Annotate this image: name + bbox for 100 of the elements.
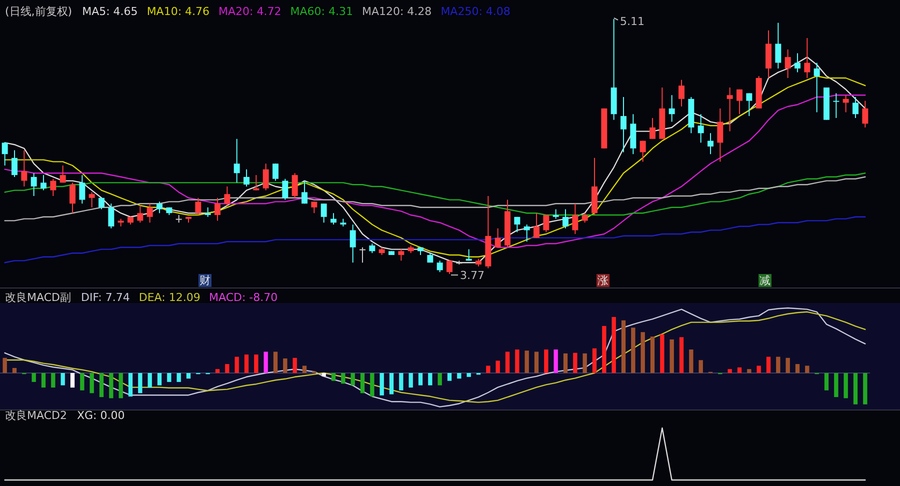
bar bbox=[60, 373, 65, 386]
bar bbox=[244, 354, 249, 373]
candlestick bbox=[30, 172, 37, 196]
candlestick bbox=[224, 186, 230, 206]
bar bbox=[273, 352, 278, 373]
candlestick bbox=[146, 203, 153, 224]
candlestick bbox=[814, 62, 820, 113]
candlestick bbox=[650, 117, 656, 140]
candlestick bbox=[50, 178, 56, 196]
candlestick bbox=[108, 203, 114, 229]
candlestick bbox=[360, 246, 366, 264]
bar bbox=[524, 350, 529, 373]
bar bbox=[466, 373, 471, 377]
bar bbox=[496, 360, 500, 373]
text: MA10: 4.76 bbox=[146, 5, 210, 18]
bar bbox=[41, 373, 46, 388]
candlestick bbox=[137, 204, 144, 224]
bar bbox=[176, 373, 181, 382]
text: MACD: -8.70 bbox=[209, 291, 278, 304]
bar bbox=[370, 373, 374, 397]
bar bbox=[341, 373, 346, 384]
candlestick bbox=[494, 228, 501, 248]
bar bbox=[234, 356, 239, 373]
candlestick bbox=[572, 203, 578, 235]
bar bbox=[844, 373, 848, 398]
candlestick bbox=[320, 203, 327, 224]
candlestick bbox=[292, 172, 298, 198]
annotation: 涨 bbox=[598, 274, 608, 288]
bar bbox=[602, 326, 606, 373]
candlestick bbox=[582, 212, 588, 224]
bar bbox=[90, 373, 94, 394]
candlestick bbox=[784, 48, 791, 78]
bar bbox=[215, 369, 220, 373]
bar bbox=[157, 373, 162, 386]
candlestick bbox=[262, 163, 269, 191]
bar bbox=[631, 328, 636, 373]
candlestick bbox=[60, 165, 66, 184]
candlestick bbox=[88, 192, 95, 208]
text: MA250: 4.08 bbox=[440, 5, 510, 18]
bar bbox=[563, 353, 568, 373]
bar bbox=[592, 348, 597, 373]
bar bbox=[118, 373, 123, 398]
annotation: 3.77 bbox=[460, 269, 484, 282]
candlestick bbox=[350, 224, 356, 264]
bar bbox=[795, 364, 800, 373]
bar bbox=[621, 320, 626, 373]
bar bbox=[776, 356, 780, 373]
bar bbox=[486, 366, 490, 373]
bar bbox=[679, 337, 684, 373]
bar bbox=[612, 317, 616, 373]
bar bbox=[399, 373, 404, 390]
bar bbox=[428, 373, 432, 386]
candlestick bbox=[369, 243, 376, 254]
bar bbox=[698, 360, 703, 373]
text: XG: 0.00 bbox=[76, 409, 125, 422]
candlestick bbox=[852, 96, 858, 118]
candlestick bbox=[21, 150, 28, 187]
candlestick bbox=[746, 92, 752, 117]
bar bbox=[747, 369, 752, 373]
bar bbox=[438, 373, 442, 386]
candlestick bbox=[833, 92, 840, 118]
candlestick bbox=[842, 94, 849, 113]
candlestick bbox=[794, 52, 800, 73]
bar bbox=[554, 349, 558, 373]
chart-title: (日线,前复权) bbox=[5, 5, 72, 18]
bar bbox=[186, 373, 191, 379]
bar bbox=[582, 353, 587, 373]
bar bbox=[756, 366, 761, 373]
candlestick bbox=[736, 88, 742, 115]
bar bbox=[670, 339, 674, 373]
candlestick bbox=[70, 182, 76, 214]
candlestick bbox=[726, 87, 733, 132]
bar bbox=[689, 349, 694, 373]
bar bbox=[805, 366, 810, 373]
candlestick bbox=[543, 214, 550, 233]
bar bbox=[331, 373, 336, 381]
bar bbox=[737, 367, 742, 373]
bar bbox=[824, 373, 829, 390]
candlestick bbox=[678, 79, 684, 108]
candlestick bbox=[804, 38, 810, 78]
bar bbox=[408, 373, 413, 388]
candlestick bbox=[534, 212, 540, 238]
candlestick bbox=[862, 100, 868, 128]
candlestick bbox=[640, 140, 646, 162]
candlestick bbox=[156, 201, 162, 214]
bar bbox=[32, 373, 36, 382]
text: MA5: 4.65 bbox=[82, 5, 138, 18]
candlestick bbox=[282, 178, 288, 200]
bar bbox=[148, 373, 152, 388]
bar bbox=[766, 356, 771, 373]
candlestick bbox=[195, 197, 202, 216]
bar bbox=[51, 373, 56, 388]
bar bbox=[515, 349, 520, 373]
bar bbox=[834, 373, 838, 398]
bar bbox=[863, 373, 868, 404]
candlestick bbox=[302, 180, 308, 204]
candlestick bbox=[620, 96, 626, 153]
candlestick bbox=[234, 138, 240, 184]
text: MA60: 4.31 bbox=[290, 5, 353, 18]
annotation: 财 bbox=[200, 274, 210, 288]
